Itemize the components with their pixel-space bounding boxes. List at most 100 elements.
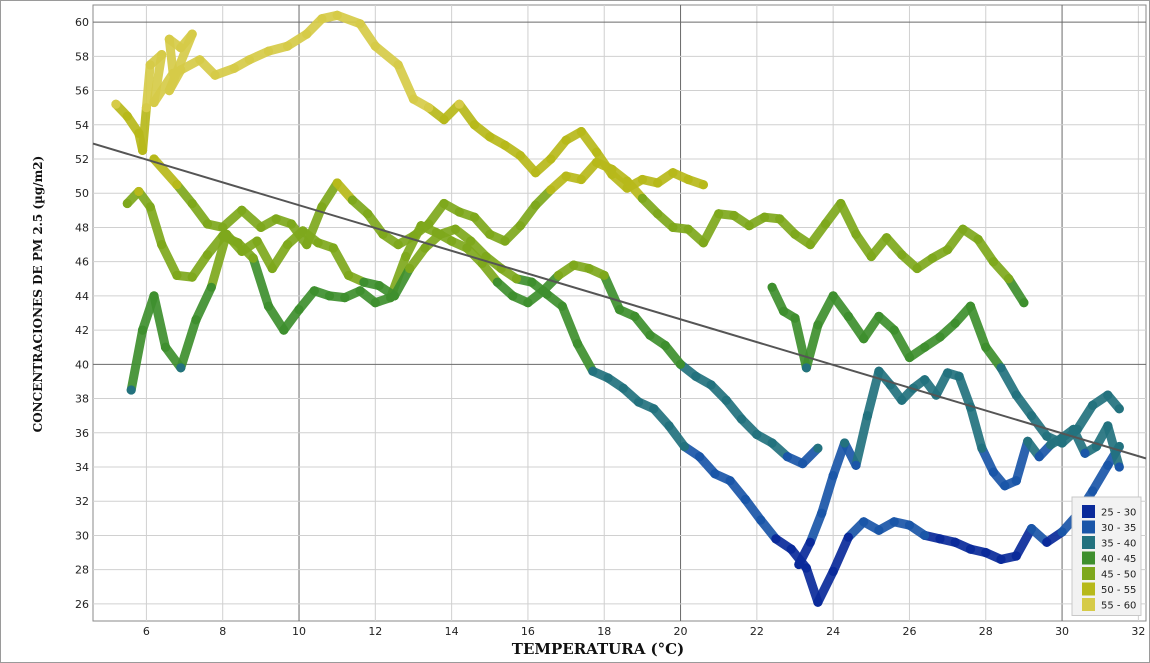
data-point (740, 494, 751, 505)
series-segment (813, 291, 838, 330)
y-tick-label: 60 (75, 16, 89, 29)
data-point (405, 263, 415, 274)
data-point (485, 132, 495, 142)
data-point (943, 245, 953, 255)
data-point (668, 168, 678, 178)
data-series (794, 366, 1124, 570)
data-point (122, 198, 132, 209)
y-tick-label: 42 (75, 324, 89, 337)
data-point (1042, 431, 1052, 441)
data-point (897, 395, 907, 405)
data-point (317, 14, 327, 24)
data-point (485, 229, 495, 239)
data-point (111, 99, 121, 109)
series-segment (176, 315, 201, 373)
series-segment (889, 325, 914, 362)
data-point (1042, 537, 1052, 547)
data-point (1023, 436, 1033, 446)
data-point (588, 366, 598, 376)
series-segment (698, 209, 724, 248)
data-point (744, 221, 754, 231)
series-segment (141, 60, 155, 113)
data-point (576, 127, 586, 137)
legend-swatch (1082, 567, 1095, 580)
data-point (1057, 527, 1067, 537)
data-point (229, 63, 239, 73)
data-point (187, 198, 197, 209)
data-point (191, 315, 201, 325)
data-point (683, 174, 693, 185)
series-segment (126, 325, 148, 395)
data-series (122, 186, 823, 469)
data-point (302, 29, 312, 39)
series-segment (851, 411, 872, 470)
data-point (340, 293, 350, 303)
data-point (996, 363, 1006, 373)
data-point (145, 202, 155, 212)
series-segment (813, 566, 838, 607)
series-layer (111, 10, 1124, 607)
data-point (126, 385, 136, 395)
data-point (691, 371, 701, 381)
y-tick-label: 26 (75, 598, 89, 611)
data-point (817, 508, 827, 518)
data-point (805, 240, 815, 250)
y-tick-label: 40 (75, 358, 89, 371)
data-point (790, 229, 800, 239)
legend-label: 30 - 35 (1101, 523, 1136, 534)
y-tick-label: 44 (75, 290, 89, 303)
data-point (599, 270, 609, 280)
data-series (111, 10, 709, 193)
data-point (508, 291, 518, 301)
data-point (706, 380, 716, 390)
data-point (138, 325, 148, 335)
data-point (328, 243, 338, 253)
data-point (920, 342, 930, 352)
data-point (798, 459, 808, 469)
data-point (309, 286, 319, 296)
data-point (176, 43, 186, 53)
trendline-layer (92, 142, 1147, 460)
data-point (576, 174, 586, 185)
data-point (481, 251, 491, 262)
legend-label: 50 - 55 (1101, 585, 1136, 596)
data-point (202, 219, 213, 229)
data-point (965, 301, 976, 311)
data-point (710, 469, 720, 479)
data-point (820, 219, 831, 229)
legend-swatch (1082, 551, 1095, 565)
data-point (237, 246, 247, 256)
series-segment (145, 202, 167, 250)
data-point (176, 363, 186, 373)
x-tick-label: 10 (292, 625, 306, 638)
data-point (874, 525, 884, 535)
data-point (218, 222, 228, 232)
series-segment (206, 229, 231, 292)
data-point (1080, 448, 1090, 458)
data-point (714, 209, 724, 219)
data-point (664, 421, 674, 431)
data-point (851, 229, 861, 239)
data-point (767, 282, 777, 292)
series-segment (573, 339, 598, 376)
legend-swatch (1082, 582, 1095, 596)
data-point (1103, 390, 1113, 400)
data-point (332, 10, 342, 20)
legend-label: 45 - 50 (1101, 570, 1136, 581)
data-point (416, 221, 426, 231)
data-point (935, 534, 945, 544)
data-point (973, 234, 983, 244)
data-point (637, 193, 648, 203)
data-point (920, 530, 930, 541)
data-point (897, 250, 907, 260)
series-segment (801, 320, 823, 373)
data-point (630, 311, 640, 321)
data-point (557, 301, 567, 311)
data-point (904, 352, 915, 363)
data-point (981, 548, 991, 558)
series-segment (996, 363, 1021, 400)
data-point (759, 212, 770, 222)
data-point (279, 325, 289, 335)
data-point (675, 359, 686, 369)
series-segment (191, 282, 216, 325)
